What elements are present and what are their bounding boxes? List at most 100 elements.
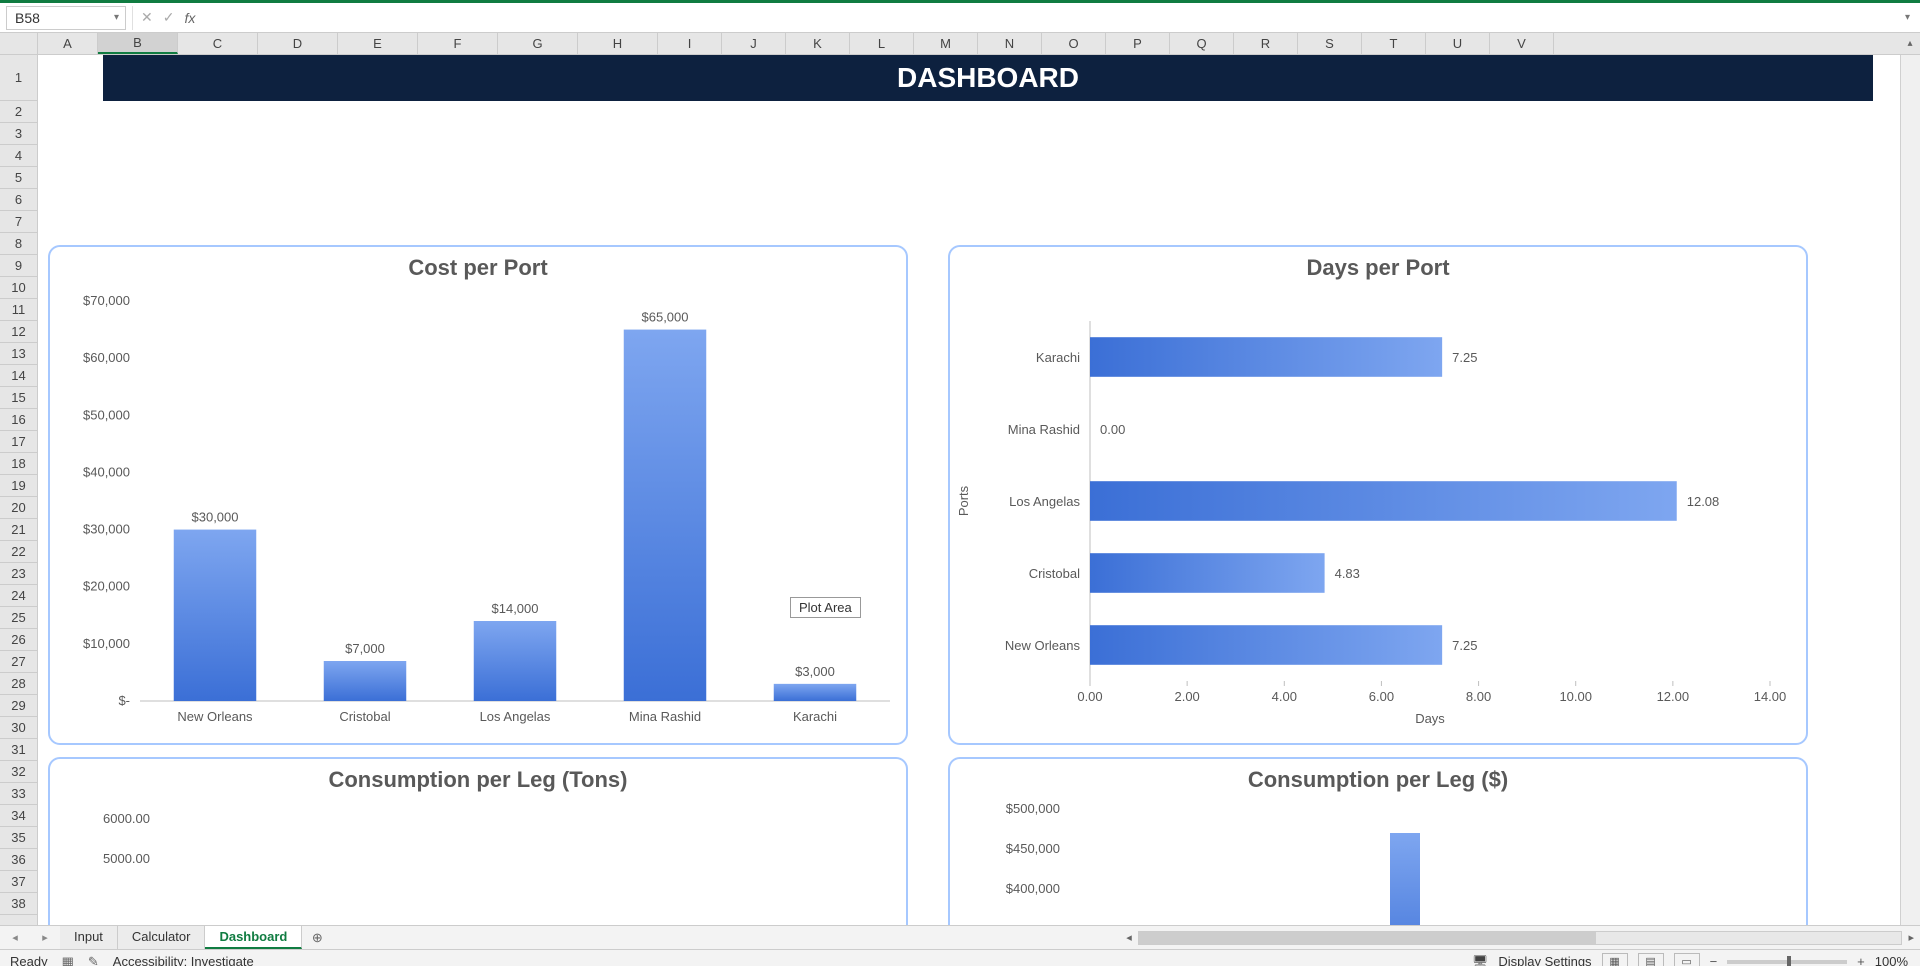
column-header-G[interactable]: G — [498, 33, 578, 54]
status-accessibility[interactable]: Accessibility: Investigate — [113, 954, 254, 966]
row-header-9[interactable]: 9 — [0, 255, 37, 277]
svg-text:$14,000: $14,000 — [492, 601, 539, 616]
row-header-28[interactable]: 28 — [0, 673, 37, 695]
chart-consumption-dollars[interactable]: Consumption per Leg ($) $500,000$450,000… — [948, 757, 1808, 925]
row-header-23[interactable]: 23 — [0, 563, 37, 585]
row-header-18[interactable]: 18 — [0, 453, 37, 475]
hscroll-right-icon[interactable]: ▸ — [1908, 931, 1914, 944]
add-sheet-button[interactable]: ⊕ — [302, 930, 332, 946]
row-header-30[interactable]: 30 — [0, 717, 37, 739]
view-page-layout-button[interactable]: ▤ — [1638, 953, 1664, 966]
chart-days-per-port[interactable]: Days per Port 0.002.004.006.008.0010.001… — [948, 245, 1808, 745]
row-header-12[interactable]: 12 — [0, 321, 37, 343]
column-header-V[interactable]: V — [1490, 33, 1554, 54]
horizontal-scrollbar[interactable]: ◂ ▸ — [1120, 931, 1920, 945]
sheet-nav-next-icon[interactable]: ▸ — [42, 931, 48, 944]
scroll-up-icon[interactable]: ▴ — [1900, 33, 1920, 54]
row-header-10[interactable]: 10 — [0, 277, 37, 299]
column-header-F[interactable]: F — [418, 33, 498, 54]
row-header-26[interactable]: 26 — [0, 629, 37, 651]
svg-text:Cristobal: Cristobal — [339, 709, 390, 724]
row-header-1[interactable]: 1 — [0, 55, 37, 101]
view-normal-button[interactable]: ▦ — [1602, 953, 1628, 966]
row-header-36[interactable]: 36 — [0, 849, 37, 871]
formula-bar-expand-icon[interactable]: ▾ — [1905, 12, 1910, 23]
fx-icon[interactable]: fx — [184, 10, 195, 26]
column-header-I[interactable]: I — [658, 33, 722, 54]
row-header-27[interactable]: 27 — [0, 651, 37, 673]
zoom-slider[interactable] — [1727, 960, 1847, 964]
row-header-3[interactable]: 3 — [0, 123, 37, 145]
select-all-corner[interactable] — [0, 33, 38, 54]
name-box[interactable]: B58 — [6, 6, 126, 30]
row-header-14[interactable]: 14 — [0, 365, 37, 387]
column-header-S[interactable]: S — [1298, 33, 1362, 54]
status-zoom[interactable]: 100% — [1875, 954, 1908, 966]
hscroll-left-icon[interactable]: ◂ — [1126, 931, 1132, 944]
column-header-N[interactable]: N — [978, 33, 1042, 54]
row-header-16[interactable]: 16 — [0, 409, 37, 431]
svg-text:4.83: 4.83 — [1335, 566, 1360, 581]
chart-cost-per-port[interactable]: Cost per Port $-$10,000$20,000$30,000$40… — [48, 245, 908, 745]
row-header-8[interactable]: 8 — [0, 233, 37, 255]
row-header-25[interactable]: 25 — [0, 607, 37, 629]
chart-consumption-tons[interactable]: Consumption per Leg (Tons) 6000.005000.0… — [48, 757, 908, 925]
column-header-T[interactable]: T — [1362, 33, 1426, 54]
row-header-2[interactable]: 2 — [0, 101, 37, 123]
sheet-nav-prev-icon[interactable]: ◂ — [12, 931, 18, 944]
row-header-17[interactable]: 17 — [0, 431, 37, 453]
row-header-33[interactable]: 33 — [0, 783, 37, 805]
row-header-19[interactable]: 19 — [0, 475, 37, 497]
row-header-6[interactable]: 6 — [0, 189, 37, 211]
view-page-break-button[interactable]: ▭ — [1674, 953, 1700, 966]
sheet-tab-calculator[interactable]: Calculator — [118, 926, 206, 949]
column-header-Q[interactable]: Q — [1170, 33, 1234, 54]
row-header-29[interactable]: 29 — [0, 695, 37, 717]
column-header-P[interactable]: P — [1106, 33, 1170, 54]
column-header-D[interactable]: D — [258, 33, 338, 54]
accessibility-icon[interactable]: ✎ — [88, 954, 99, 966]
row-header-22[interactable]: 22 — [0, 541, 37, 563]
sheet-tab-input[interactable]: Input — [60, 926, 118, 949]
zoom-out-button[interactable]: − — [1710, 954, 1718, 966]
zoom-in-button[interactable]: + — [1857, 954, 1865, 966]
row-header-31[interactable]: 31 — [0, 739, 37, 761]
status-display-settings[interactable]: Display Settings — [1498, 954, 1591, 966]
row-header-32[interactable]: 32 — [0, 761, 37, 783]
cancel-formula-icon[interactable]: ✕ — [141, 9, 153, 26]
column-header-U[interactable]: U — [1426, 33, 1490, 54]
column-header-H[interactable]: H — [578, 33, 658, 54]
row-header-4[interactable]: 4 — [0, 145, 37, 167]
column-header-O[interactable]: O — [1042, 33, 1106, 54]
row-header-11[interactable]: 11 — [0, 299, 37, 321]
hscroll-track[interactable] — [1138, 931, 1903, 945]
row-header-13[interactable]: 13 — [0, 343, 37, 365]
display-settings-icon[interactable]: 🖥 — [1472, 954, 1489, 966]
zoom-thumb[interactable] — [1787, 956, 1791, 966]
row-header-34[interactable]: 34 — [0, 805, 37, 827]
row-header-20[interactable]: 20 — [0, 497, 37, 519]
sheet-tab-dashboard[interactable]: Dashboard — [205, 926, 302, 949]
column-header-E[interactable]: E — [338, 33, 418, 54]
confirm-formula-icon[interactable]: ✓ — [163, 9, 175, 26]
row-header-24[interactable]: 24 — [0, 585, 37, 607]
row-header-37[interactable]: 37 — [0, 871, 37, 893]
column-header-L[interactable]: L — [850, 33, 914, 54]
column-header-M[interactable]: M — [914, 33, 978, 54]
column-header-J[interactable]: J — [722, 33, 786, 54]
column-header-A[interactable]: A — [38, 33, 98, 54]
row-header-38[interactable]: 38 — [0, 893, 37, 915]
column-header-K[interactable]: K — [786, 33, 850, 54]
vertical-scrollbar[interactable] — [1900, 55, 1920, 925]
spreadsheet-canvas[interactable]: DASHBOARD Cost per Port $-$10,000$20,000… — [38, 55, 1900, 925]
column-header-B[interactable]: B — [98, 33, 178, 54]
row-header-21[interactable]: 21 — [0, 519, 37, 541]
row-header-5[interactable]: 5 — [0, 167, 37, 189]
column-header-R[interactable]: R — [1234, 33, 1298, 54]
status-macro-icon[interactable]: ▦ — [62, 954, 74, 966]
row-header-35[interactable]: 35 — [0, 827, 37, 849]
hscroll-thumb[interactable] — [1139, 932, 1597, 944]
row-header-15[interactable]: 15 — [0, 387, 37, 409]
row-header-7[interactable]: 7 — [0, 211, 37, 233]
column-header-C[interactable]: C — [178, 33, 258, 54]
